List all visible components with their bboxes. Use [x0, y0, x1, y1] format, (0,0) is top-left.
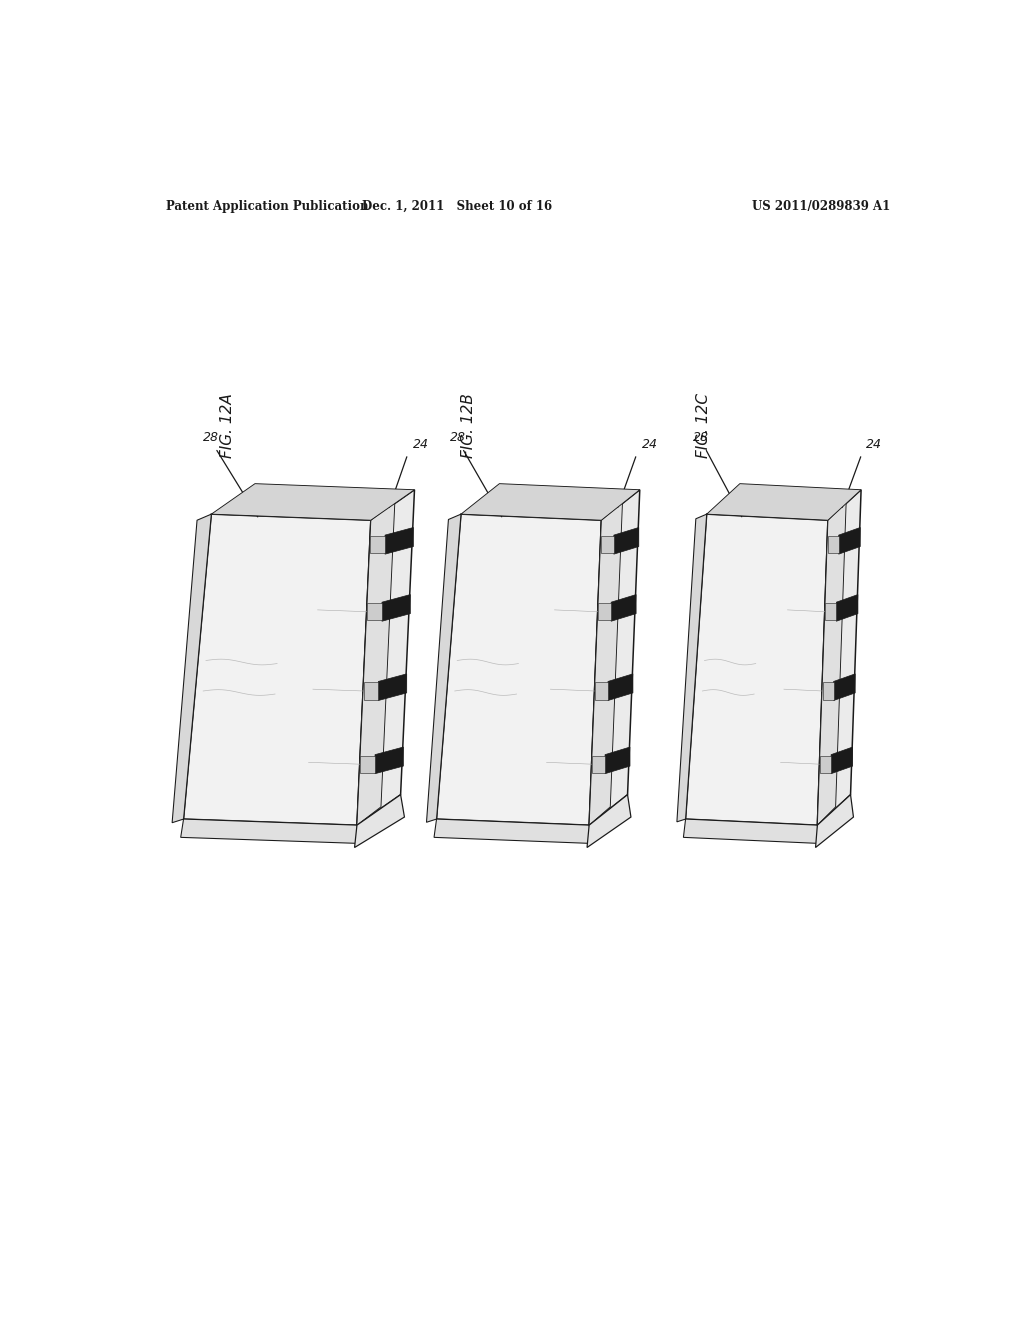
Polygon shape — [608, 673, 633, 701]
Polygon shape — [183, 515, 371, 825]
Text: FIG. 12B: FIG. 12B — [461, 393, 475, 458]
Polygon shape — [375, 747, 403, 774]
Polygon shape — [613, 528, 639, 554]
Text: 24: 24 — [641, 438, 657, 451]
Polygon shape — [434, 818, 592, 843]
Polygon shape — [831, 747, 853, 774]
Text: FIG. 12C: FIG. 12C — [696, 393, 712, 458]
Polygon shape — [382, 594, 411, 622]
Polygon shape — [683, 818, 819, 843]
Polygon shape — [839, 528, 860, 554]
Polygon shape — [180, 818, 359, 843]
Polygon shape — [360, 755, 375, 772]
Polygon shape — [364, 682, 378, 700]
Polygon shape — [385, 528, 414, 554]
Polygon shape — [589, 490, 640, 825]
Polygon shape — [837, 594, 858, 622]
Polygon shape — [686, 515, 828, 825]
Polygon shape — [598, 603, 611, 620]
Text: Patent Application Publication: Patent Application Publication — [166, 201, 369, 213]
Text: Dec. 1, 2011   Sheet 10 of 16: Dec. 1, 2011 Sheet 10 of 16 — [362, 201, 552, 213]
Polygon shape — [817, 490, 861, 825]
Polygon shape — [677, 515, 707, 822]
Polygon shape — [357, 502, 395, 825]
Text: FIG. 12A: FIG. 12A — [220, 393, 236, 458]
Polygon shape — [378, 673, 407, 701]
Polygon shape — [815, 795, 853, 847]
Polygon shape — [822, 682, 834, 700]
Polygon shape — [605, 747, 630, 774]
Polygon shape — [354, 795, 404, 847]
Polygon shape — [589, 502, 623, 825]
Polygon shape — [357, 490, 415, 825]
Polygon shape — [707, 483, 861, 520]
Polygon shape — [601, 536, 613, 553]
Polygon shape — [371, 536, 385, 553]
Polygon shape — [368, 603, 382, 620]
Text: 24: 24 — [866, 438, 883, 451]
Polygon shape — [172, 515, 211, 822]
Text: 28: 28 — [693, 432, 709, 444]
Polygon shape — [825, 603, 837, 620]
Text: 28: 28 — [451, 432, 466, 444]
Text: 28: 28 — [204, 432, 219, 444]
Polygon shape — [592, 755, 605, 772]
Polygon shape — [834, 673, 855, 701]
Polygon shape — [461, 483, 640, 520]
Polygon shape — [587, 795, 631, 847]
Polygon shape — [827, 536, 839, 553]
Polygon shape — [436, 515, 601, 825]
Polygon shape — [611, 594, 636, 622]
Polygon shape — [820, 755, 831, 772]
Polygon shape — [817, 502, 846, 825]
Polygon shape — [211, 483, 415, 520]
Polygon shape — [595, 682, 608, 700]
Polygon shape — [426, 515, 461, 822]
Text: US 2011/0289839 A1: US 2011/0289839 A1 — [752, 201, 890, 213]
Text: 24: 24 — [413, 438, 428, 451]
